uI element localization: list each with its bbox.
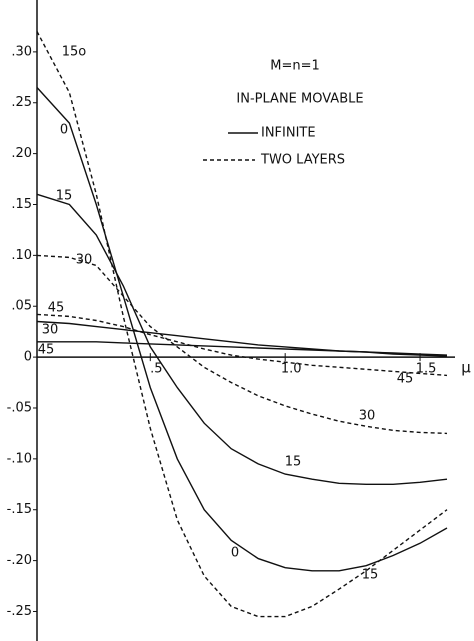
curve: [37, 341, 448, 356]
y-tick-label: 0: [24, 350, 32, 365]
curve-label: 30: [359, 409, 376, 424]
curve-label: 45: [397, 372, 414, 387]
x-axis-label: μ: [461, 359, 471, 377]
curve: [36, 193, 448, 485]
curve: [36, 31, 448, 618]
legend-label: INFINITE: [261, 126, 316, 141]
x-tick-label: 1.0: [281, 362, 302, 377]
y-tick-label: -.10: [7, 451, 32, 466]
curve-label: 30: [76, 253, 93, 268]
curve-label: 30: [42, 323, 59, 338]
chart-subtitle: IN-PLANE MOVABLE: [236, 92, 363, 107]
x-tick-label: .5: [150, 362, 162, 377]
curve: [36, 320, 448, 357]
y-tick-label: -.05: [7, 400, 32, 415]
y-tick-label: .05: [11, 299, 32, 314]
y-tick-label: -.25: [7, 604, 32, 619]
curve-label: 15: [56, 189, 73, 204]
y-tick-label: -.15: [7, 502, 32, 517]
y-tick-label: -.20: [7, 553, 32, 568]
curve-label: 0: [60, 123, 68, 138]
y-tick-label: .10: [11, 248, 32, 263]
curve-label: 15o: [62, 45, 87, 60]
legend-label: TWO LAYERS: [260, 153, 345, 168]
curve-label: 0: [231, 546, 239, 561]
x-tick-label: 1.5: [416, 362, 437, 377]
curve-label: 15: [362, 568, 379, 583]
curve: [36, 313, 448, 377]
curve: [36, 254, 448, 435]
curve-label: 45: [48, 301, 65, 316]
y-tick-label: .30: [11, 44, 32, 59]
y-tick-label: .15: [11, 197, 32, 212]
curve-label: 15: [285, 455, 302, 470]
y-tick-label: .25: [11, 95, 32, 110]
curve-label: 45: [38, 343, 55, 358]
y-tick-label: .20: [11, 146, 32, 161]
chart-title: M=n=1: [270, 59, 320, 74]
